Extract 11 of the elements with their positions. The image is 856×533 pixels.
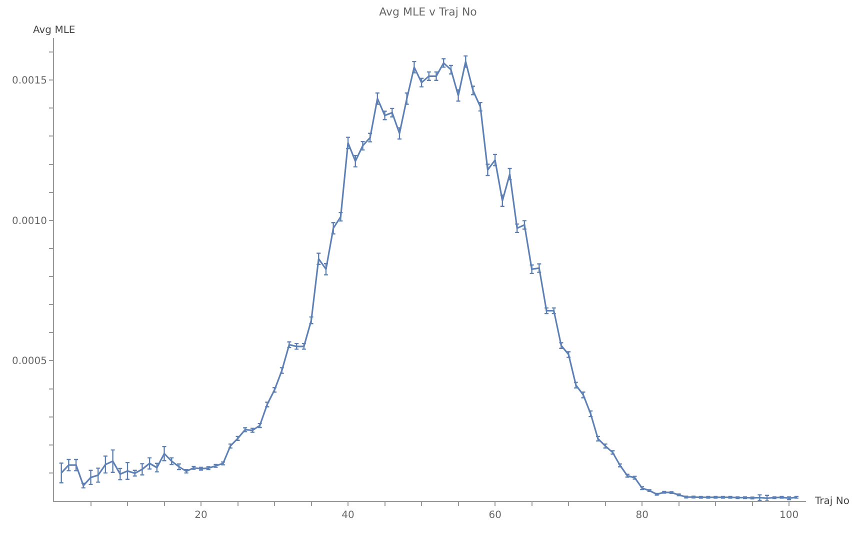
y-tick-label: 0.0015	[12, 76, 47, 87]
x-tick-label: 40	[342, 510, 354, 521]
x-axis-title: Traj No	[814, 496, 850, 507]
chart-title: Avg MLE v Traj No	[379, 6, 478, 19]
x-tick-label: 80	[636, 510, 648, 521]
x-tick-label: 100	[780, 510, 799, 521]
y-axis-title: Avg MLE	[33, 25, 76, 36]
y-tick-label: 0.0005	[12, 356, 47, 368]
x-tick-label: 20	[194, 510, 208, 521]
x-tick-label: 60	[488, 510, 502, 521]
y-tick-label: 0.0010	[12, 216, 47, 227]
